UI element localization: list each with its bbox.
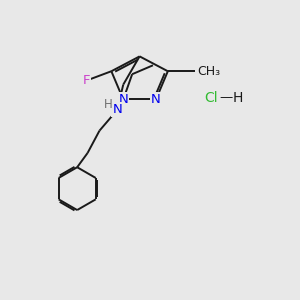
Text: CH₃: CH₃ (197, 65, 220, 78)
Text: —: — (219, 92, 232, 104)
Text: Cl: Cl (204, 91, 218, 105)
Text: F: F (82, 74, 90, 87)
Text: H: H (232, 91, 243, 105)
Text: H: H (103, 98, 112, 111)
Text: N: N (118, 93, 128, 106)
Text: N: N (151, 93, 161, 106)
Text: N: N (112, 103, 122, 116)
